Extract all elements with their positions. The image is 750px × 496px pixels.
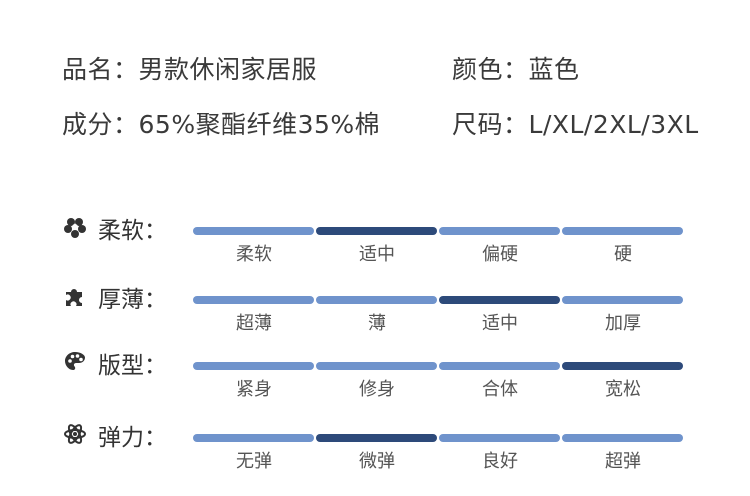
rating-option-label: 合体 xyxy=(482,379,518,400)
product-name-value: 男款休闲家居服 xyxy=(138,55,318,84)
rating-label: 弹力： xyxy=(98,425,167,451)
rating-option-label: 适中 xyxy=(482,313,518,334)
product-material-value: 65%聚酯纤维35%棉 xyxy=(138,110,381,139)
rating-option-label: 偏硬 xyxy=(482,244,518,265)
rating-segment-selected xyxy=(316,227,437,235)
rating-segment xyxy=(193,296,314,304)
product-color-value: 蓝色 xyxy=(528,55,580,84)
rating-segment-selected xyxy=(316,434,437,442)
rating-segment xyxy=(562,296,683,304)
product-material: 成分：65%聚酯纤维35%棉 xyxy=(62,105,380,141)
rating-label: 厚薄： xyxy=(98,287,167,313)
rating-option-label: 修身 xyxy=(359,379,395,400)
product-size: 尺码：L/XL/2XL/3XL xyxy=(452,105,699,141)
rating-option-label: 柔软 xyxy=(236,244,272,265)
rating-segment xyxy=(562,227,683,235)
rating-segment xyxy=(562,434,683,442)
rating-segment xyxy=(193,227,314,235)
rating-segment xyxy=(316,362,437,370)
rating-option-label: 超弹 xyxy=(605,451,641,472)
rating-row: 弹力： 无弹 微弹 良好 超弹 xyxy=(0,420,750,480)
rating-option-label: 无弹 xyxy=(236,451,272,472)
rating-option-label: 微弹 xyxy=(359,451,395,472)
rating-segment-selected xyxy=(562,362,683,370)
rating-segment xyxy=(439,227,560,235)
rating-option-label: 适中 xyxy=(359,244,395,265)
product-material-label: 成分： xyxy=(62,110,139,139)
rating-segment xyxy=(316,296,437,304)
product-size-value: L/XL/2XL/3XL xyxy=(528,110,699,139)
rating-option-label: 硬 xyxy=(614,244,632,265)
rating-option-label: 薄 xyxy=(368,313,386,334)
rating-segment xyxy=(439,434,560,442)
rating-label: 柔软： xyxy=(98,218,167,244)
rating-row: 柔软： 柔软 适中 偏硬 硬 xyxy=(0,213,750,273)
rating-row: 厚薄： 超薄 薄 适中 加厚 xyxy=(0,282,750,342)
puzzle-icon xyxy=(63,284,87,308)
rating-row: 版型： 紧身 修身 合体 宽松 xyxy=(0,348,750,408)
rating-option-label: 宽松 xyxy=(605,379,641,400)
rating-segment xyxy=(439,362,560,370)
rating-option-label: 紧身 xyxy=(236,379,272,400)
flower-icon xyxy=(63,215,87,239)
product-color-label: 颜色： xyxy=(452,55,529,84)
rating-label: 版型： xyxy=(98,353,167,379)
product-name: 品名：男款休闲家居服 xyxy=(62,50,317,86)
rating-segment xyxy=(193,362,314,370)
product-color: 颜色：蓝色 xyxy=(452,50,580,86)
rating-segment-selected xyxy=(439,296,560,304)
rating-option-label: 超薄 xyxy=(236,313,272,334)
product-name-label: 品名： xyxy=(62,55,139,84)
palette-icon xyxy=(63,350,87,374)
atom-icon xyxy=(63,422,87,446)
product-size-label: 尺码： xyxy=(452,110,529,139)
rating-segment xyxy=(193,434,314,442)
rating-option-label: 良好 xyxy=(482,451,518,472)
rating-option-label: 加厚 xyxy=(605,313,641,334)
